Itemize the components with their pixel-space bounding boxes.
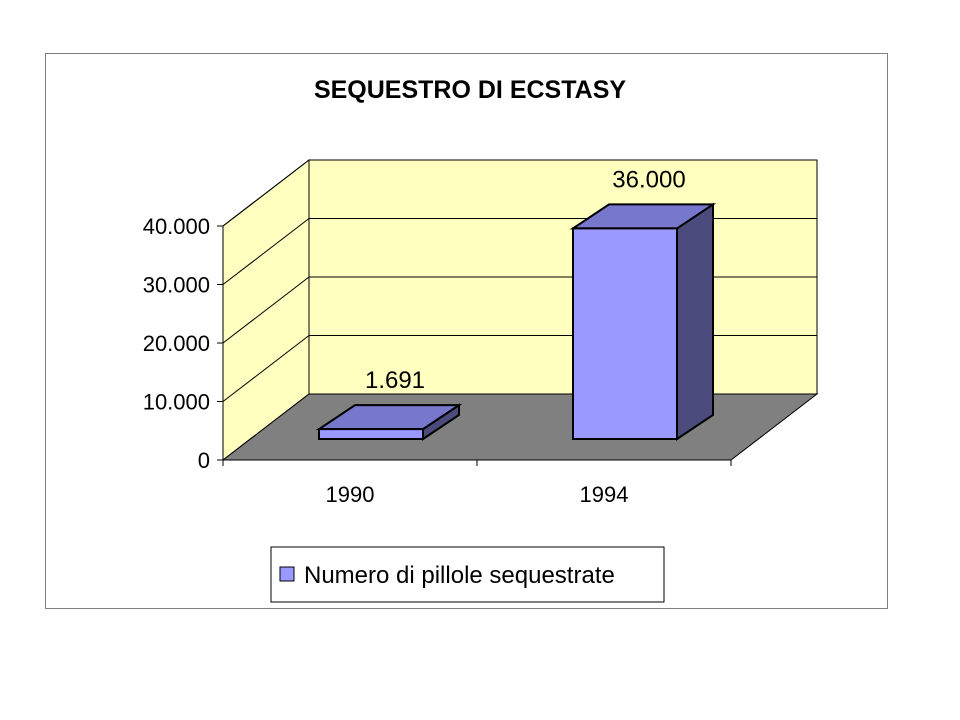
bar-side [676,202,714,441]
chart-area: SEQUESTRO DI ECSTASY 0 10.000 20.000 30.000… [45,53,888,609]
legend: Numero di pillole sequestrate [270,546,665,603]
legend-label: Numero di pillole sequestrate [304,562,615,589]
gridline [222,276,310,344]
y-tick-label: 20.000 [143,331,210,356]
bar-front [572,227,678,440]
bar-front [318,428,424,440]
y-tick-label: 0 [198,448,210,473]
legend-swatch [279,566,295,582]
gridline [222,218,310,285]
bar-1990 [315,403,463,441]
legend-box [270,546,665,603]
gridline [222,335,310,402]
data-label: 1.691 [365,367,425,394]
y-tick-label: 10.000 [143,390,210,415]
chart-title: SEQUESTRO DI ECSTASY [314,76,626,104]
chart-plot: SEQUESTRO DI ECSTASY 0 10.000 20.000 30.000… [143,76,819,603]
floor [221,393,819,461]
gridline [222,159,310,227]
y-tick-label: 30.000 [143,273,210,298]
x-tick-label: 1990 [326,482,375,507]
data-label: 36.000 [612,166,685,193]
y-tick-label: 40.000 [143,214,210,239]
bar-1994 [569,202,717,441]
x-tick-label: 1994 [580,482,629,507]
